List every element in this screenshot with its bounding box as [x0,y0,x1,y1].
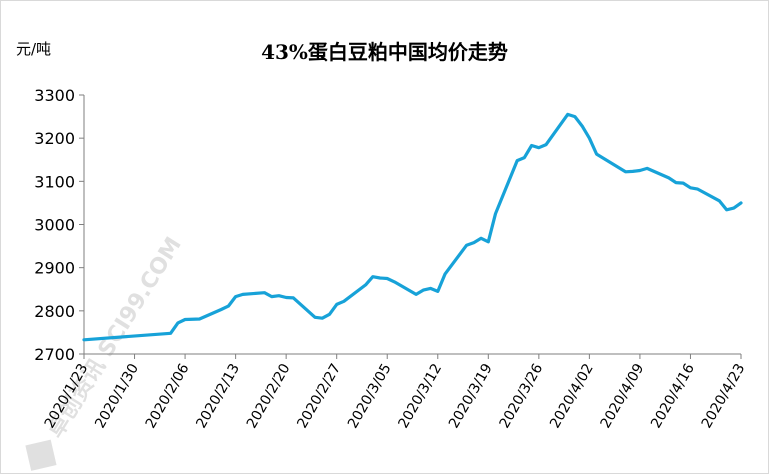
data-point [386,277,389,280]
data-point [674,181,678,184]
data-point [580,124,584,128]
data-point [544,143,548,146]
x-tick-label: 2020/4/02 [547,361,597,431]
data-point [284,296,288,299]
x-tick-label: 2020/2/06 [143,361,193,431]
data-point [321,316,324,320]
x-tick-label: 2020/4/09 [598,361,648,431]
data-point [523,156,526,159]
data-point [588,136,591,140]
watermark-mark [25,439,57,471]
data-point [739,201,743,205]
data-point [479,237,483,240]
x-tick-label: 2020/3/26 [497,361,547,431]
data-point [277,294,281,297]
y-axis-unit-label: 元/吨 [16,40,52,58]
data-point [436,290,439,293]
chart-title: 43%蛋白豆粕中国均价走势 [261,40,508,64]
data-point [667,176,671,180]
data-point [631,170,634,173]
data-point [183,318,187,321]
x-tick-label: 2020/4/23 [699,361,749,431]
data-point [530,144,533,147]
x-tick-label: 2020/2/20 [244,361,294,431]
data-point [696,187,699,191]
data-point [378,276,382,280]
data-point [465,244,468,247]
data-point [342,300,346,303]
data-point [335,303,338,306]
data-point [472,241,476,244]
y-tick-label: 2700 [34,345,75,364]
data-point [227,304,230,308]
data-point [718,199,721,202]
y-tick-label: 2900 [34,259,75,278]
x-tick-label: 2020/4/16 [648,361,698,431]
x-tick-label: 2020/2/13 [193,361,243,431]
price-series-line [82,112,743,342]
data-point [313,316,317,319]
data-point [328,313,331,316]
data-point [198,317,201,321]
data-point [371,275,374,278]
data-point [689,186,692,190]
x-tick-label: 2020/3/19 [446,361,496,431]
data-point [566,113,569,116]
data-point [595,152,598,156]
data-point [270,295,273,298]
data-point [573,115,577,118]
data-point [638,169,642,172]
data-point [219,308,223,311]
x-tick-label: 2020/2/27 [294,361,344,431]
data-point [169,332,172,335]
data-point [515,159,519,162]
data-point [682,181,685,185]
data-point [537,146,541,149]
data-point [393,280,396,284]
data-point [624,170,627,174]
data-point [414,293,418,296]
data-point [422,288,425,292]
data-point [176,321,180,325]
y-tick-label: 3200 [34,129,75,148]
y-tick-label: 3100 [34,172,75,191]
data-point [443,272,447,276]
data-point [292,296,295,300]
x-tick-label: 2020/3/12 [395,361,445,431]
data-point [263,291,266,294]
data-point [725,208,728,212]
data-point [429,287,432,290]
y-tick-label: 3300 [34,86,75,105]
data-point [732,206,735,210]
y-tick-label: 2800 [34,302,75,321]
data-point [645,167,649,170]
data-point [241,293,245,296]
data-point [82,338,86,341]
data-point [494,212,497,215]
data-point [234,295,237,298]
data-point [487,240,490,243]
data-point [364,283,367,287]
x-tick-label: 2020/3/05 [345,361,395,431]
y-tick-label: 3000 [34,216,75,235]
